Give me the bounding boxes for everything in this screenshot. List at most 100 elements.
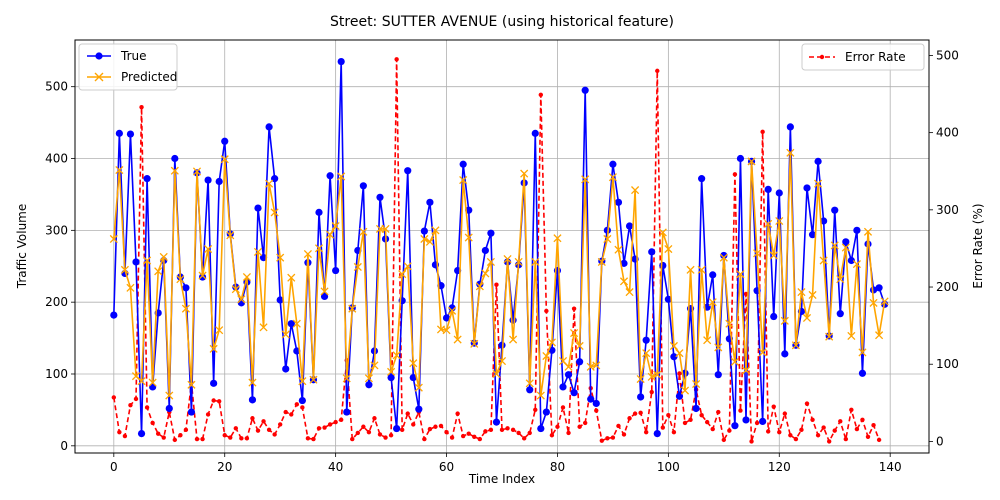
data-point-error-rate [577,424,582,429]
series-line-predicted [113,151,886,397]
data-point-predicted [348,304,357,313]
data-point-error-rate [194,436,200,442]
data-point-true [842,238,850,246]
x-tick-label: 0 [110,460,118,474]
data-point-predicted [270,208,279,217]
data-point-predicted [464,233,473,242]
data-point-true [298,396,306,405]
data-point-true [759,417,767,425]
data-point-true [387,373,395,382]
data-point-true [803,184,811,192]
data-point-true [221,137,229,145]
data-point-error-rate [788,433,793,438]
data-point-predicted [292,319,301,328]
data-point-error-rate [538,92,544,98]
data-point-predicted [786,148,795,157]
data-point-error-rate [760,129,765,135]
data-point-predicted [425,237,434,246]
data-point-error-rate [327,422,333,427]
data-point-true [537,424,545,433]
data-point-true [731,422,739,430]
data-point-true [542,408,550,416]
data-point-predicted [547,338,556,347]
data-point-error-rate [383,435,388,440]
data-point-predicted [520,169,529,178]
data-point-predicted [603,234,612,244]
data-point-true [808,231,817,239]
data-point-true [237,299,245,307]
data-point-predicted [248,378,257,387]
data-point-error-rate [366,429,372,435]
data-point-error-rate [200,436,205,442]
data-point-error-rate [338,417,344,423]
data-point-true [126,130,135,138]
y2-tick-label: 200 [936,280,959,294]
data-point-error-rate [388,433,394,438]
data-point-predicted [220,155,229,164]
data-point-true [182,284,190,292]
data-point-predicted [553,234,562,243]
data-point-true [409,373,417,382]
data-point-error-rate [261,419,266,424]
data-point-predicted [564,362,573,371]
data-point-predicted [126,283,135,292]
data-point-predicted [791,341,800,350]
legend-right-box [801,43,925,71]
data-point-error-rate [172,437,178,443]
data-point-predicted [281,330,290,339]
data-point-true [509,316,517,324]
data-point-error-rate [244,436,250,441]
data-point-error-rate [616,423,621,429]
y-tick-label: 100 [45,367,68,381]
data-point-error-rate [361,424,366,429]
data-point-predicted [736,270,745,279]
data-point-true [781,350,789,358]
data-point-error-rate [394,57,399,62]
data-point-true [786,123,794,131]
data-point-predicted [414,383,423,392]
data-point-true [215,177,223,186]
data-point-true [637,393,645,401]
data-point-true [659,261,667,270]
data-point-error-rate [405,411,410,416]
data-point-predicted [453,335,462,344]
data-point-predicted [192,167,202,176]
data-point-predicted [802,313,812,323]
data-point-error-rate [427,426,433,432]
data-point-predicted [753,249,762,258]
data-point-error-rate [710,426,715,432]
data-point-predicted [387,367,396,376]
data-point-error-rate [505,426,510,431]
legend-error-label: Error Rate [845,50,906,64]
data-point-predicted [253,247,263,256]
data-point-predicted [497,357,507,366]
data-point-error-rate [466,431,471,436]
data-point-error-rate [300,405,305,410]
data-point-true [248,396,257,404]
data-point-true [581,86,589,94]
data-point-true [653,430,661,438]
data-point-true [831,206,839,214]
data-point-error-rate [793,436,799,442]
data-point-error-rate [804,401,810,406]
data-point-error-rate [250,416,255,421]
data-point-error-rate [472,434,477,439]
data-point-error-rate [449,435,455,440]
data-point-error-rate [699,412,704,418]
data-point-error-rate [139,104,144,110]
data-point-error-rate [754,420,760,426]
data-point-error-rate [627,416,632,421]
data-point-predicted [719,253,728,262]
y-tick-label: 500 [45,80,68,94]
data-point-predicted [337,172,346,181]
data-point-error-rate [704,419,710,425]
data-point-error-rate [527,430,532,436]
data-point-predicted [703,336,712,345]
data-point-error-rate [660,425,666,430]
data-point-error-rate [233,426,239,431]
legend-predicted-marker [94,72,104,82]
data-point-true [858,369,867,377]
data-point-true [132,258,140,266]
data-point-error-rate [666,412,671,418]
data-point-true [359,182,367,190]
